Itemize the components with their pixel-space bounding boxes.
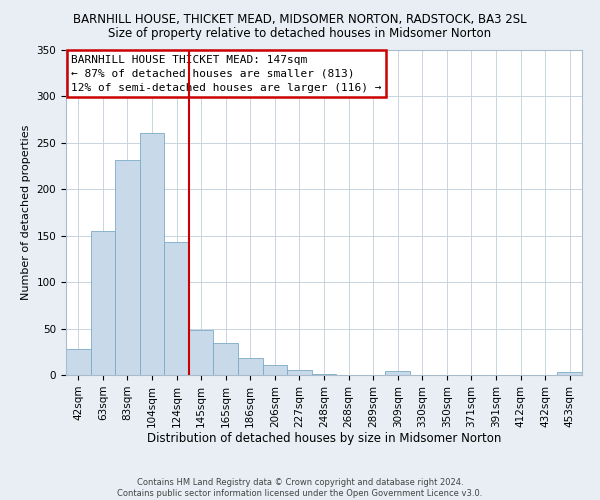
Text: Contains HM Land Registry data © Crown copyright and database right 2024.
Contai: Contains HM Land Registry data © Crown c… xyxy=(118,478,482,498)
Bar xyxy=(91,231,115,375)
Bar xyxy=(263,365,287,375)
Text: BARNHILL HOUSE THICKET MEAD: 147sqm
← 87% of detached houses are smaller (813)
1: BARNHILL HOUSE THICKET MEAD: 147sqm ← 87… xyxy=(71,55,382,93)
Bar xyxy=(140,132,164,375)
Bar xyxy=(115,160,140,375)
Bar xyxy=(66,349,91,375)
Bar xyxy=(557,372,582,375)
Bar xyxy=(189,330,214,375)
Text: Size of property relative to detached houses in Midsomer Norton: Size of property relative to detached ho… xyxy=(109,28,491,40)
Bar xyxy=(164,242,189,375)
Bar xyxy=(287,370,312,375)
Bar xyxy=(238,358,263,375)
Bar xyxy=(385,372,410,375)
Bar xyxy=(312,374,336,375)
Text: BARNHILL HOUSE, THICKET MEAD, MIDSOMER NORTON, RADSTOCK, BA3 2SL: BARNHILL HOUSE, THICKET MEAD, MIDSOMER N… xyxy=(73,12,527,26)
Y-axis label: Number of detached properties: Number of detached properties xyxy=(21,125,31,300)
X-axis label: Distribution of detached houses by size in Midsomer Norton: Distribution of detached houses by size … xyxy=(147,432,501,446)
Bar xyxy=(214,342,238,375)
